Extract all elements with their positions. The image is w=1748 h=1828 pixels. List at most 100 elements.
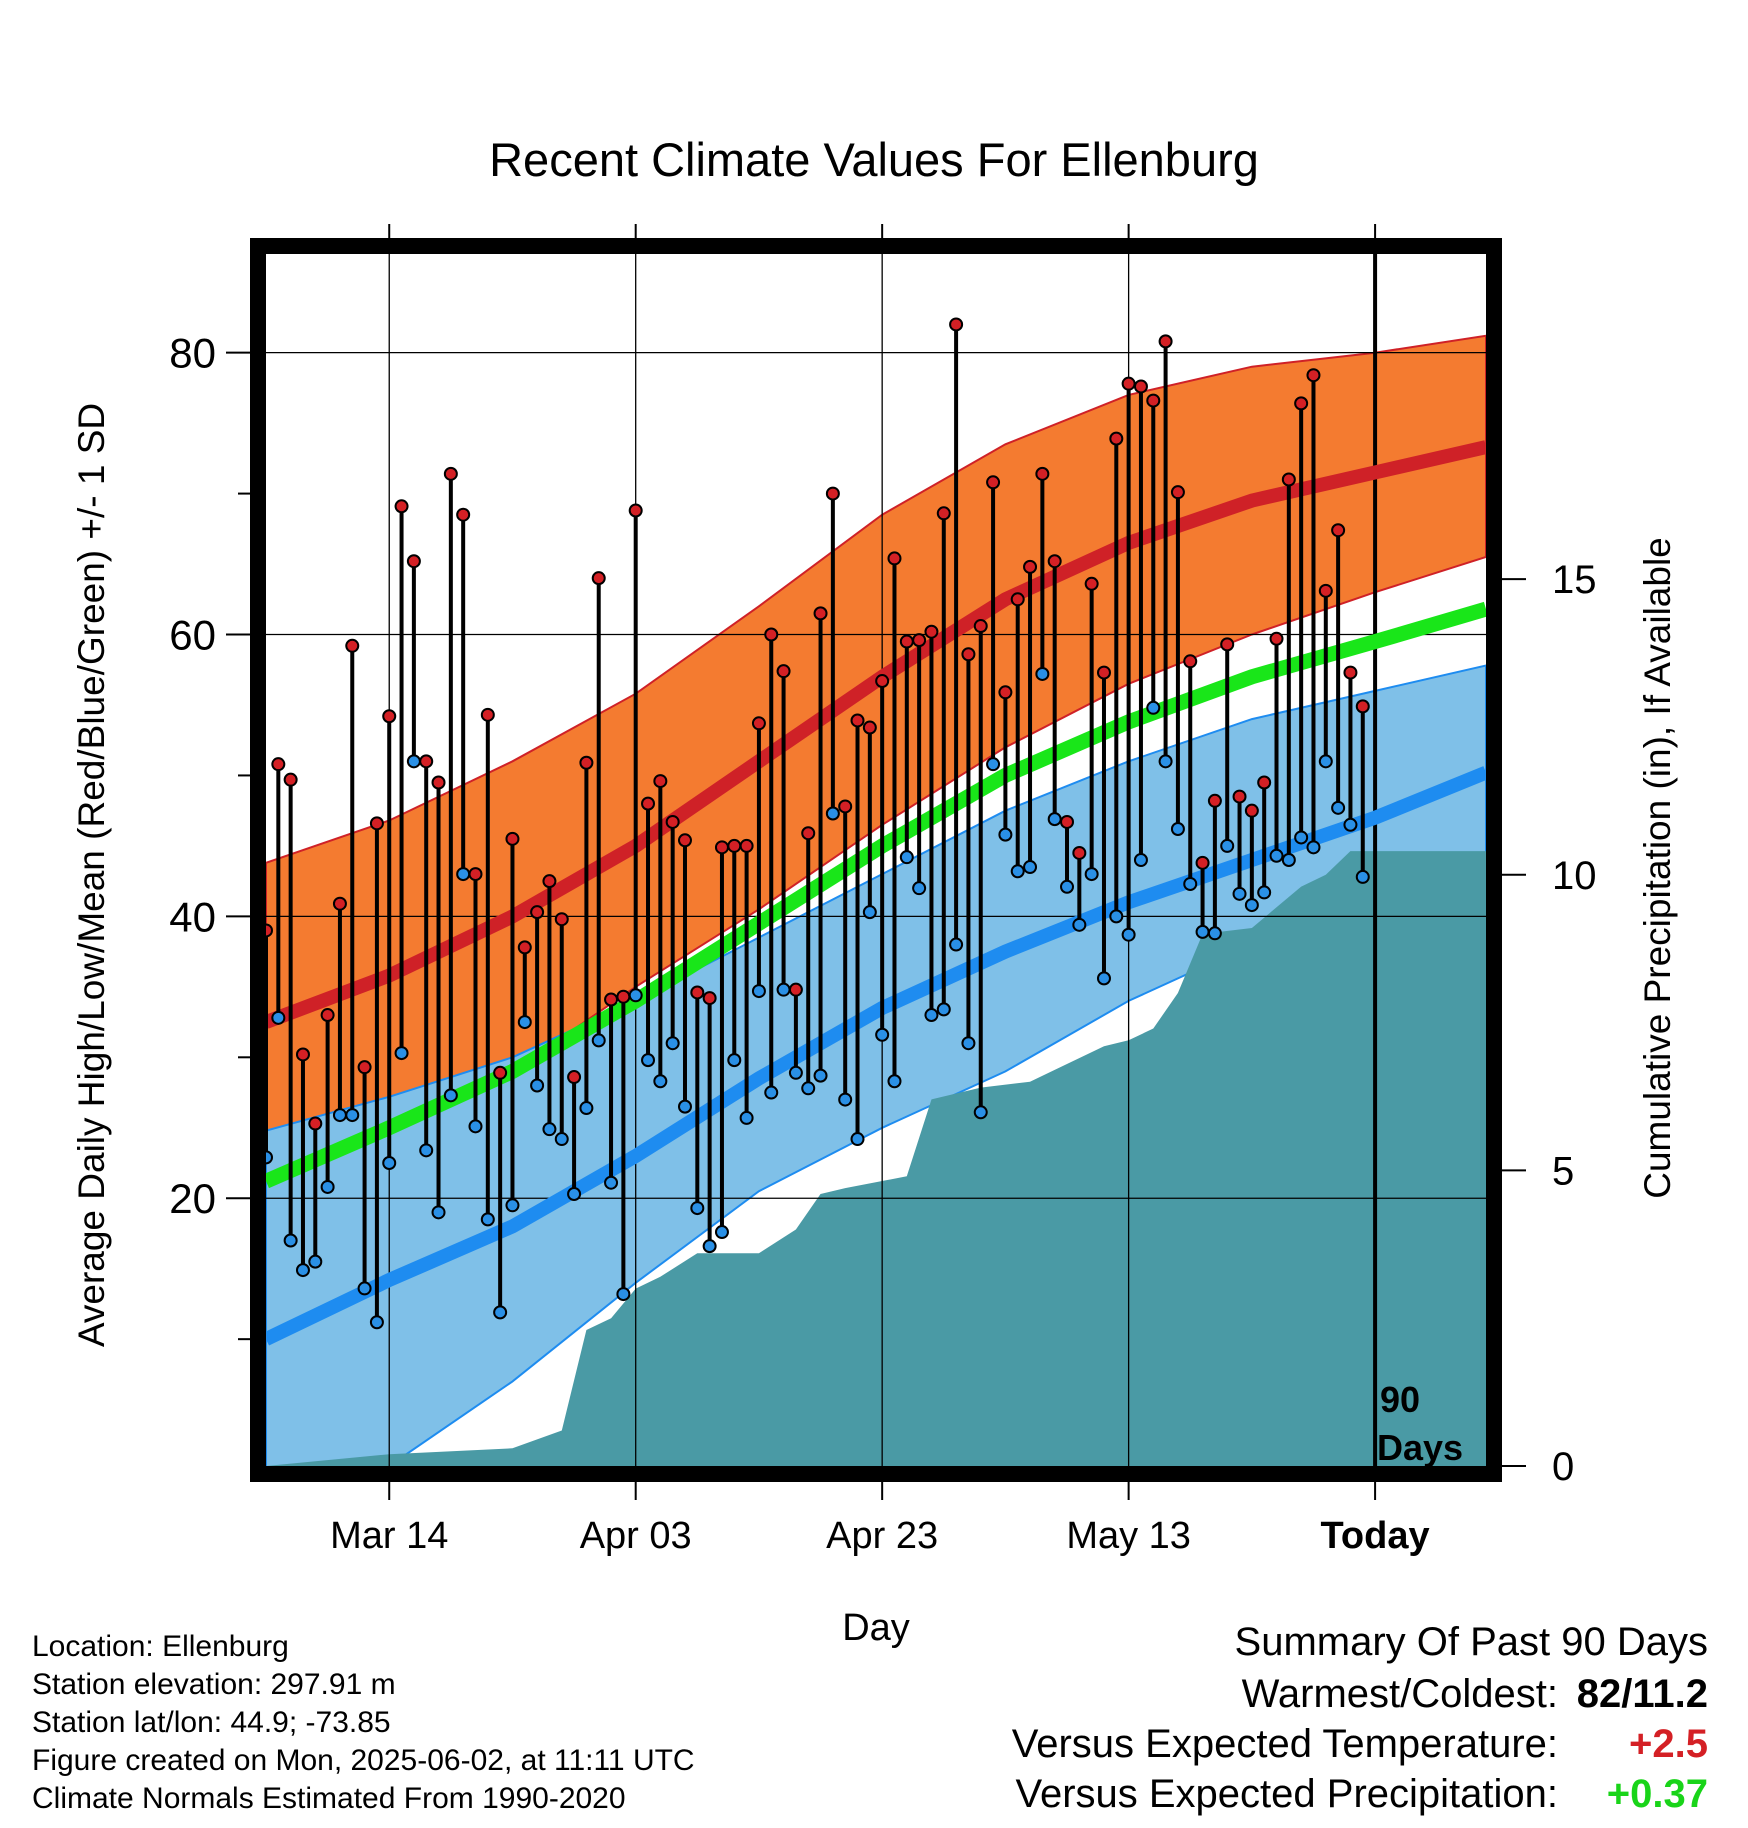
daily-low-point-70 — [1109, 909, 1124, 924]
summary-temp-label: Versus Expected Temperature: — [1011, 1722, 1558, 1766]
daily-high-point-68 — [1084, 576, 1099, 591]
daily-low-point-24 — [542, 1122, 557, 1137]
daily-low-point-8 — [345, 1108, 360, 1123]
daily-high-point-27 — [579, 755, 594, 770]
daily-high-point-3 — [283, 772, 298, 787]
daily-high-point-28 — [591, 571, 606, 586]
daily-low-point-66 — [1060, 879, 1075, 894]
summary-warm-cold: Warmest/Coldest: 82/11.2 — [1242, 1672, 1708, 1717]
daily-low-point-68 — [1084, 867, 1099, 882]
daily-high-point-42 — [764, 627, 779, 642]
daily-low-point-55 — [924, 1008, 939, 1023]
daily-high-point-1 — [266, 923, 273, 938]
daily-low-point-1 — [266, 1150, 273, 1165]
x-axis-label: Day — [842, 1607, 910, 1649]
daily-high-point-66 — [1060, 814, 1075, 829]
daily-high-point-47 — [825, 486, 840, 501]
daily-low-point-40 — [739, 1110, 754, 1125]
daily-low-point-33 — [653, 1074, 668, 1089]
x-tick-label-3: May 13 — [1066, 1515, 1191, 1557]
daily-low-point-74 — [1158, 754, 1173, 769]
daily-high-point-83 — [1269, 631, 1284, 646]
days-marker-label-2: Days — [1377, 1427, 1463, 1468]
daily-low-point-44 — [788, 1065, 803, 1080]
normal-low-band — [266, 664, 1486, 1466]
daily-low-point-31 — [628, 988, 643, 1003]
daily-high-point-90 — [1355, 699, 1370, 714]
daily-high-point-30 — [616, 989, 631, 1004]
daily-low-point-57 — [949, 937, 964, 952]
y-tick-label-20: 20 — [169, 1175, 216, 1222]
daily-high-point-15 — [431, 775, 446, 790]
daily-high-point-58 — [961, 647, 976, 662]
daily-high-point-87 — [1318, 583, 1333, 598]
daily-low-point-37 — [702, 1239, 717, 1254]
daily-low-point-88 — [1331, 800, 1346, 815]
summary-temp: Versus Expected Temperature: +2.5 — [1012, 1722, 1708, 1767]
daily-high-point-55 — [924, 624, 939, 639]
daily-low-point-65 — [1047, 812, 1062, 827]
daily-high-point-88 — [1331, 523, 1346, 538]
daily-low-point-80 — [1232, 886, 1247, 901]
daily-low-point-23 — [530, 1078, 545, 1093]
daily-low-point-2 — [271, 1010, 286, 1025]
daily-low-point-72 — [1133, 853, 1148, 867]
daily-high-point-19 — [480, 707, 495, 722]
daily-low-point-89 — [1343, 817, 1358, 832]
daily-high-point-5 — [308, 1116, 323, 1131]
daily-low-point-25 — [554, 1132, 569, 1147]
daily-high-point-57 — [949, 317, 964, 332]
daily-high-point-59 — [973, 619, 988, 634]
daily-low-point-51 — [875, 1027, 890, 1042]
y2-tick-label-5: 5 — [1552, 1149, 1574, 1193]
daily-low-point-46 — [813, 1068, 828, 1083]
daily-low-point-34 — [665, 1036, 680, 1051]
daily-high-point-77 — [1195, 855, 1210, 870]
daily-low-point-39 — [727, 1053, 742, 1068]
footer-created: Figure created on Mon, 2025-06-02, at 11… — [32, 1744, 695, 1777]
daily-high-point-51 — [875, 674, 890, 689]
daily-low-point-6 — [320, 1179, 335, 1194]
daily-high-point-6 — [320, 1008, 335, 1023]
daily-low-point-10 — [369, 1315, 384, 1330]
daily-high-point-13 — [406, 554, 421, 569]
daily-low-point-30 — [616, 1287, 631, 1302]
daily-high-point-11 — [382, 709, 397, 724]
daily-high-point-65 — [1047, 554, 1062, 569]
daily-high-point-44 — [788, 982, 803, 997]
daily-high-point-63 — [1023, 559, 1038, 574]
daily-low-point-85 — [1294, 830, 1309, 845]
daily-high-point-14 — [419, 754, 434, 769]
daily-high-point-80 — [1232, 789, 1247, 804]
summary-temp-value: +2.5 — [1629, 1722, 1708, 1766]
daily-high-point-60 — [986, 475, 1001, 490]
daily-high-point-10 — [369, 816, 384, 831]
chart-title: Recent Climate Values For Ellenburg — [489, 133, 1259, 186]
daily-high-point-34 — [665, 814, 680, 829]
daily-high-point-62 — [1010, 592, 1025, 607]
daily-high-point-4 — [295, 1047, 310, 1062]
x-tick-label-1: Apr 03 — [580, 1515, 692, 1557]
daily-low-point-60 — [986, 757, 1001, 772]
daily-low-point-7 — [332, 1108, 347, 1123]
daily-high-point-41 — [751, 716, 766, 731]
y2-tick-label-10: 10 — [1552, 854, 1597, 898]
daily-high-point-16 — [443, 466, 458, 481]
daily-low-point-90 — [1355, 869, 1370, 884]
daily-high-point-74 — [1158, 334, 1173, 349]
daily-low-point-64 — [1035, 666, 1050, 681]
daily-low-point-14 — [419, 1143, 434, 1158]
daily-high-point-78 — [1207, 793, 1222, 808]
daily-low-point-86 — [1306, 840, 1321, 855]
daily-low-point-9 — [357, 1281, 372, 1296]
daily-high-point-49 — [850, 713, 865, 728]
daily-low-point-5 — [308, 1254, 323, 1269]
daily-high-point-71 — [1121, 376, 1136, 391]
daily-high-point-32 — [641, 796, 656, 811]
daily-low-point-83 — [1269, 848, 1284, 863]
plot-area — [266, 254, 1486, 1466]
axes: 20 40 60 80 0 5 10 15 Mar 14 Apr 03 Apr 23 May 13 To… — [169, 224, 1597, 1557]
daily-high-point-56 — [936, 506, 951, 521]
daily-low-point-11 — [382, 1156, 397, 1170]
daily-low-point-20 — [493, 1305, 508, 1320]
